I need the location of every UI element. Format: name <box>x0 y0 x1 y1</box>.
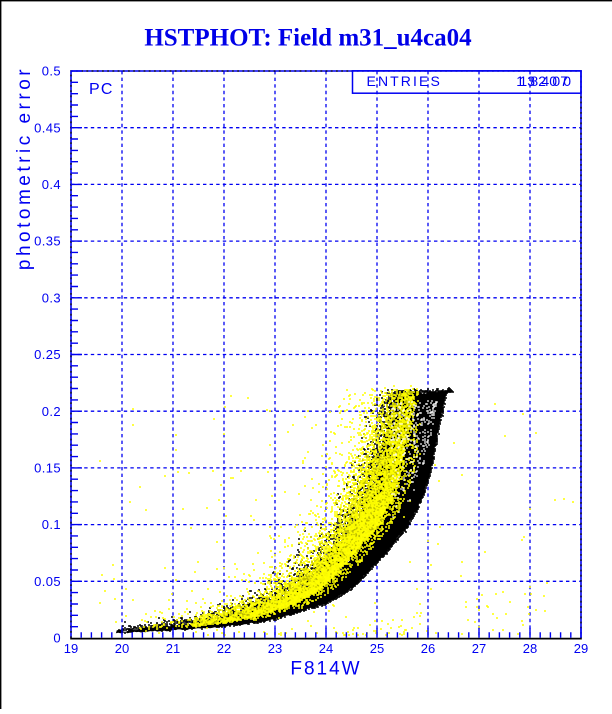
svg-text:19: 19 <box>64 641 78 656</box>
svg-text:0.45: 0.45 <box>34 120 61 135</box>
svg-text:21: 21 <box>166 641 180 656</box>
svg-text:18400: 18400 <box>519 73 574 89</box>
svg-text:0.1: 0.1 <box>42 517 61 532</box>
svg-text:PC: PC <box>89 81 114 98</box>
svg-text:0: 0 <box>53 631 61 646</box>
svg-text:0.25: 0.25 <box>34 347 61 362</box>
svg-text:27: 27 <box>472 641 486 656</box>
svg-text:0.05: 0.05 <box>34 574 61 589</box>
svg-text:0.2: 0.2 <box>42 404 61 419</box>
svg-text:0.3: 0.3 <box>42 290 61 305</box>
svg-text:0.35: 0.35 <box>34 234 61 249</box>
svg-text:25: 25 <box>370 641 384 656</box>
svg-text:HSTPHOT: Field m31_u4ca04: HSTPHOT: Field m31_u4ca04 <box>144 25 472 52</box>
svg-text:20: 20 <box>115 641 129 656</box>
svg-text:0.4: 0.4 <box>42 177 61 192</box>
svg-text:22: 22 <box>217 641 231 656</box>
svg-text:23: 23 <box>268 641 282 656</box>
svg-text:0.5: 0.5 <box>42 64 61 79</box>
svg-text:29: 29 <box>574 641 588 656</box>
svg-text:28: 28 <box>523 641 537 656</box>
svg-text:24: 24 <box>319 641 333 656</box>
svg-text:F814W: F814W <box>290 659 361 680</box>
svg-text:ENTRIES: ENTRIES <box>367 73 442 89</box>
svg-text:0.15: 0.15 <box>34 461 61 476</box>
svg-text:photometric error: photometric error <box>14 66 35 270</box>
svg-text:26: 26 <box>421 641 435 656</box>
svg-text:13207: 13207 <box>516 73 571 89</box>
